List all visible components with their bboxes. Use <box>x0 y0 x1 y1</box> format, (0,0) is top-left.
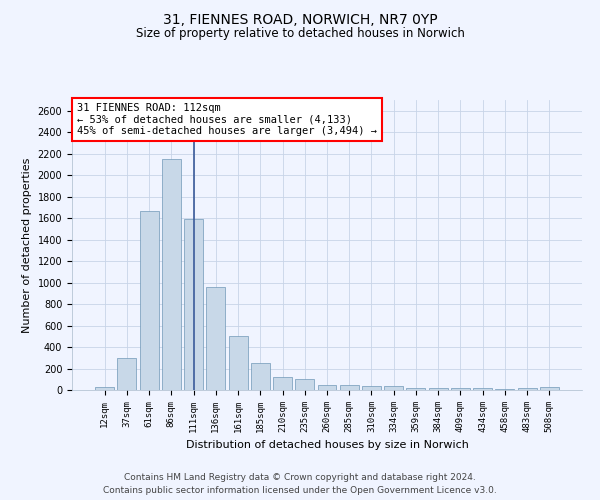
Bar <box>295 380 314 390</box>
Bar <box>473 388 492 390</box>
Text: Contains HM Land Registry data © Crown copyright and database right 2024.
Contai: Contains HM Land Registry data © Crown c… <box>103 474 497 495</box>
Bar <box>317 384 337 390</box>
Bar <box>273 377 292 390</box>
Bar <box>251 363 270 390</box>
Bar <box>229 336 248 390</box>
Y-axis label: Number of detached properties: Number of detached properties <box>22 158 32 332</box>
Bar <box>518 388 536 390</box>
Bar <box>384 386 403 390</box>
Bar <box>362 386 381 390</box>
Text: 31 FIENNES ROAD: 112sqm
← 53% of detached houses are smaller (4,133)
45% of semi: 31 FIENNES ROAD: 112sqm ← 53% of detache… <box>77 103 377 136</box>
Bar <box>451 388 470 390</box>
Text: Size of property relative to detached houses in Norwich: Size of property relative to detached ho… <box>136 28 464 40</box>
X-axis label: Distribution of detached houses by size in Norwich: Distribution of detached houses by size … <box>185 440 469 450</box>
Bar <box>406 388 425 390</box>
Bar <box>118 358 136 390</box>
Bar <box>95 388 114 390</box>
Bar <box>340 384 359 390</box>
Bar <box>140 210 158 390</box>
Bar <box>540 388 559 390</box>
Bar <box>162 159 181 390</box>
Bar <box>184 218 203 390</box>
Text: 31, FIENNES ROAD, NORWICH, NR7 0YP: 31, FIENNES ROAD, NORWICH, NR7 0YP <box>163 12 437 26</box>
Bar <box>206 287 225 390</box>
Bar <box>429 388 448 390</box>
